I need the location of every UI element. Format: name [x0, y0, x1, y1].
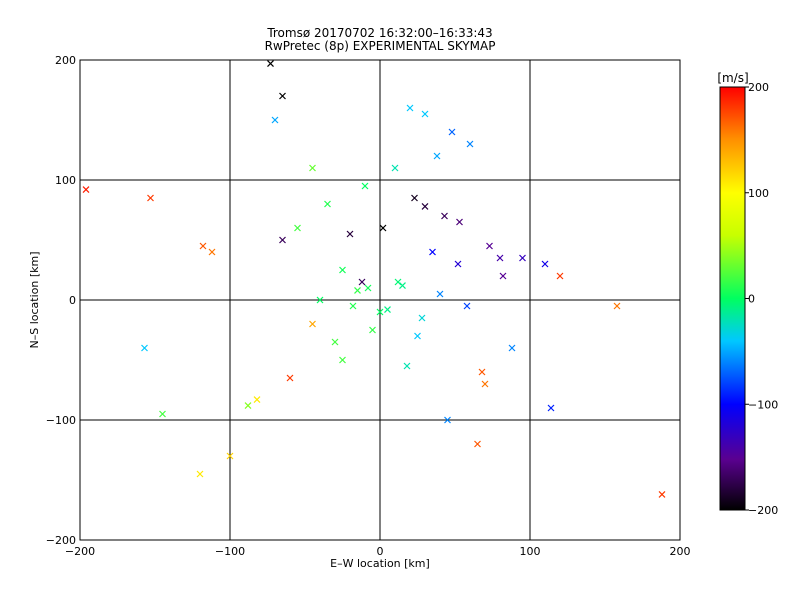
data-point-cross: [226, 452, 234, 460]
data-point-cross: [429, 248, 436, 256]
data-point-cross: [486, 242, 493, 250]
data-point-cross: [436, 290, 444, 298]
y-tick-label: −100: [46, 414, 76, 427]
x-tick-label: 100: [520, 545, 541, 558]
colorbar-tick-label: 0: [748, 293, 755, 306]
data-point-cross: [267, 60, 274, 68]
data-point-cross: [411, 194, 418, 202]
grid-lines: [80, 60, 680, 540]
data-point-cross: [331, 338, 339, 346]
data-point-cross: [82, 186, 90, 194]
data-point-cross: [199, 242, 207, 250]
data-point-cross: [391, 164, 399, 172]
data-point-cross: [541, 260, 549, 268]
x-tick-label: 0: [377, 545, 384, 558]
data-point-cross: [418, 314, 426, 322]
data-point-cross: [448, 128, 456, 136]
colorbar-unit-label: [m/s]: [717, 71, 748, 85]
y-axis-label: N–S location [km]: [28, 251, 41, 348]
data-point-cross: [399, 282, 406, 290]
colorbar: [719, 86, 746, 511]
data-point-cross: [406, 104, 414, 112]
data-point-cross: [433, 152, 441, 160]
data-point-cross: [339, 266, 346, 274]
colorbar-tick-label: 100: [748, 187, 769, 200]
data-point-cross: [354, 286, 361, 294]
data-point-cross: [309, 164, 316, 172]
data-point-cross: [271, 116, 279, 124]
data-point-cross: [253, 396, 261, 404]
data-point-cross: [454, 260, 462, 268]
colorbar-tick-label: −200: [748, 504, 778, 517]
x-tick-label: −200: [65, 545, 95, 558]
data-point-cross: [414, 332, 421, 340]
data-point-cross: [279, 236, 286, 244]
data-point-cross: [244, 402, 252, 410]
data-point-cross: [441, 212, 448, 220]
data-point-cross: [478, 368, 486, 376]
data-point-cross: [369, 326, 376, 334]
data-point-cross: [208, 248, 216, 256]
x-axis-label: E–W location [km]: [330, 557, 430, 570]
data-point-cross: [316, 296, 324, 304]
data-point-cross: [556, 272, 564, 280]
data-point-cross: [499, 272, 507, 280]
data-point-cross: [196, 470, 204, 478]
data-point-cross: [349, 302, 357, 310]
data-point-cross: [658, 490, 666, 498]
y-tick-label: 0: [69, 294, 76, 307]
data-point-cross: [324, 200, 331, 208]
data-point-cross: [613, 302, 621, 310]
y-tick-label: 200: [55, 54, 76, 67]
chart-title: Tromsø 20170702 16:32:00–16:33:43: [266, 26, 492, 40]
data-point-cross: [279, 92, 286, 100]
y-axis-ticks: −200 −100 0 100 200: [46, 54, 680, 547]
data-point-cross: [481, 380, 489, 388]
colorbar-tick-label: −100: [748, 398, 778, 411]
x-tick-label: −100: [215, 545, 245, 558]
data-point-cross: [339, 356, 346, 364]
data-point-cross: [403, 362, 411, 370]
data-point-cross: [286, 374, 294, 382]
data-point-cross: [361, 182, 369, 190]
data-point-cross: [456, 218, 463, 226]
x-tick-label: 200: [670, 545, 691, 558]
data-point-cross: [384, 306, 391, 314]
data-point-cross: [421, 202, 429, 210]
colorbar-ticks: −200 −100 0 100 200: [745, 81, 778, 517]
data-point-cross: [159, 410, 166, 418]
y-tick-label: 100: [55, 174, 76, 187]
data-point-cross: [394, 278, 402, 286]
data-point-cross: [474, 440, 481, 448]
data-point-cross: [421, 110, 429, 118]
data-point-cross: [519, 254, 526, 262]
data-point-cross: [364, 284, 372, 292]
data-point-cross: [379, 224, 387, 232]
data-point-cross: [547, 404, 555, 412]
data-point-cross: [444, 416, 451, 424]
data-point-cross: [508, 344, 516, 352]
data-point-cross: [358, 278, 366, 286]
data-point-cross: [294, 224, 301, 232]
data-point-cross: [309, 320, 316, 328]
chart-subtitle: RwPretec (8p) EXPERIMENTAL SKYMAP: [265, 39, 496, 53]
colorbar-tick-label: 200: [748, 81, 769, 94]
data-point-cross: [463, 302, 471, 310]
data-point-cross: [466, 140, 474, 148]
data-point-cross: [376, 308, 384, 316]
data-point-cross: [147, 194, 154, 202]
data-point-cross: [496, 254, 504, 262]
y-tick-label: −200: [46, 534, 76, 547]
data-point-cross: [141, 344, 148, 352]
x-axis-ticks: −200 −100 0 100 200: [65, 60, 691, 558]
data-point-cross: [346, 230, 354, 238]
data-points: [82, 60, 666, 498]
